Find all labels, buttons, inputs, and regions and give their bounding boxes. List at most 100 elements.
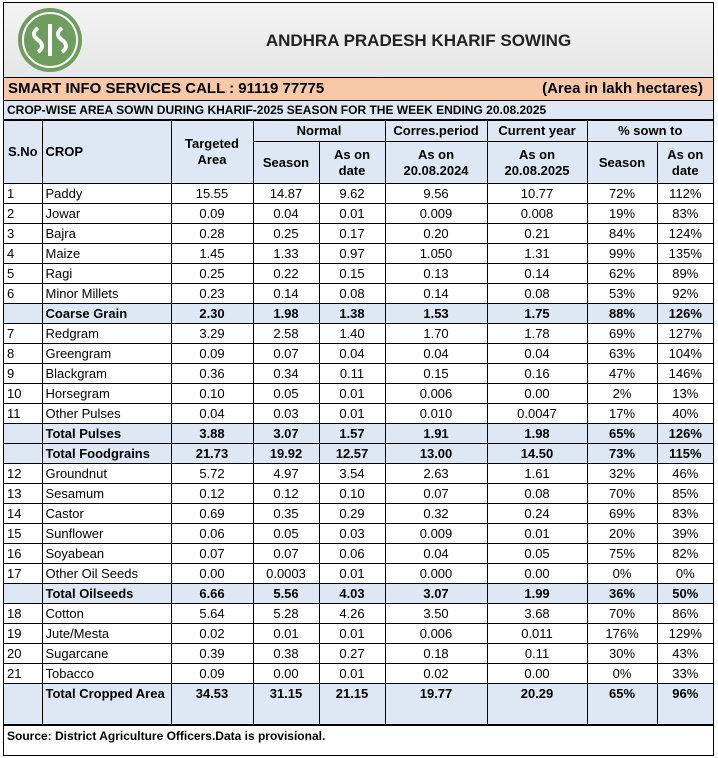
sno-cell [4,583,43,604]
table-row: 13 Sesamum 0.12 0.12 0.10 0.07 0.08 70% 85% [4,483,714,504]
table-row: 21 Tobacco 0.09 0.00 0.01 0.02 0.00 0% 33% [4,663,714,684]
crop-cell: Jute/Mesta [41,623,172,644]
value-cell: 1.31 [486,243,588,264]
value-cell: 1.75 [486,303,588,324]
value-cell: 33% [656,663,714,684]
value-cell: 2.63 [384,463,488,484]
value-cell: 0.00 [486,563,588,584]
value-cell: 0.97 [318,243,386,264]
value-cell: 0.14 [486,263,588,284]
value-cell: 0.05 [486,543,588,564]
value-cell: 12.57 [318,443,386,464]
value-cell: 0.05 [252,523,320,544]
value-cell: 70% [586,483,658,504]
value-cell: 0.08 [318,283,386,304]
value-cell: 69% [586,503,658,524]
value-cell: 5.28 [252,603,320,624]
table-row: 18 Cotton 5.64 5.28 4.26 3.50 3.68 70% 86% [4,603,714,624]
value-cell: 46% [656,463,714,484]
value-cell: 135% [656,243,714,264]
sno-cell: 12 [4,463,43,484]
sno-cell: 15 [4,523,43,544]
value-cell: 4.26 [318,603,386,624]
header-cell: Targeted Area [170,120,254,184]
header-cell: Season [253,141,320,184]
value-cell: 0.15 [384,363,488,384]
value-cell: 0.14 [384,283,488,304]
value-cell: 0.07 [252,543,320,564]
sno-cell: 17 [4,563,43,584]
value-cell: 0.01 [486,523,588,544]
sno-cell [4,443,43,464]
value-cell: 73% [586,443,658,464]
value-cell: 15.55 [170,183,254,204]
table-row: 15 Sunflower 0.06 0.05 0.03 0.009 0.01 20% 39% [4,523,714,544]
info: SMART INFO SERVICES CALL : 91119 77775 [8,80,325,97]
table-row: 6 Minor Millets 0.23 0.14 0.08 0.14 0.08 53% 92% [4,283,714,304]
sno-cell: 20 [4,643,43,664]
value-cell: 4.97 [252,463,320,484]
unit: (Area in lakh hectares) [542,80,703,97]
value-cell: 0.25 [252,223,320,244]
table-row: 4 Maize 1.45 1.33 0.97 1.050 1.31 99% 135% [4,243,714,264]
value-cell: 30% [586,643,658,664]
value-cell: 0.0047 [486,403,588,424]
value-cell: 3.07 [252,423,320,444]
value-cell: 104% [656,343,714,364]
sno-cell: 16 [4,543,43,564]
header-cell: As on date [656,141,714,184]
crop-cell: Redgram [41,323,172,344]
value-cell: 0.03 [318,523,386,544]
sno-cell: 9 [4,363,43,384]
table-row: 10 Horsegram 0.10 0.05 0.01 0.006 0.00 2% 13% [4,383,714,404]
header-cell: Corres.period [384,120,488,142]
value-cell: 70% [586,603,658,624]
value-cell: 0.18 [384,643,488,664]
value-cell: 34.53 [170,683,254,725]
table-row: 7 Redgram 3.29 2.58 1.40 1.70 1.78 69% 127% [4,323,714,344]
value-cell: 1.38 [318,303,386,324]
value-cell: 0.15 [318,263,386,284]
value-cell: 0.011 [486,623,588,644]
value-cell: 47% [586,363,658,384]
crop-cell: Coarse Grain [41,303,172,324]
sno-cell: 7 [4,323,43,344]
sno-cell: 18 [4,603,43,624]
table-row: 1 Paddy 15.55 14.87 9.62 9.56 10.77 72% 112% [4,183,714,204]
header-cell: S.No [4,120,43,184]
value-cell: 0.01 [318,383,386,404]
sno-cell [4,303,43,324]
value-cell: 176% [586,623,658,644]
value-cell: 0.07 [384,483,488,504]
header-cell: As on 20.08.2024 [384,141,488,184]
crop-cell: Paddy [41,183,172,204]
value-cell: 0.39 [170,643,254,664]
crop-cell: Total Cropped Area [41,683,172,725]
value-cell: 0.21 [486,223,588,244]
value-cell: 21.15 [318,683,386,725]
value-cell: 126% [656,303,714,324]
crop-cell: Sesamum [41,483,172,504]
value-cell: 39% [656,523,714,544]
value-cell: 31.15 [252,683,320,725]
table-row: 14 Castor 0.69 0.35 0.29 0.32 0.24 69% 83% [4,503,714,524]
value-cell: 5.64 [170,603,254,624]
value-cell: 83% [656,203,714,224]
crop-cell: Minor Millets [41,283,172,304]
table-row: Total Foodgrains 21.73 19.92 12.57 13.00 14.5… [4,443,714,464]
value-cell: 0.17 [318,223,386,244]
value-cell: 0% [656,563,714,584]
sno-cell: 6 [4,283,43,304]
value-cell: 0.0003 [252,563,320,584]
value-cell: 3.68 [486,603,588,624]
value-cell: 0.12 [252,483,320,504]
value-cell: 124% [656,223,714,244]
value-cell: 3.29 [170,323,254,344]
value-cell: 0.69 [170,503,254,524]
sno-cell [4,683,43,725]
value-cell: 65% [586,683,658,725]
crop-cell: Bajra [41,223,172,244]
sno-cell [4,423,43,444]
value-cell: 1.57 [318,423,386,444]
value-cell: 0.006 [384,623,488,644]
